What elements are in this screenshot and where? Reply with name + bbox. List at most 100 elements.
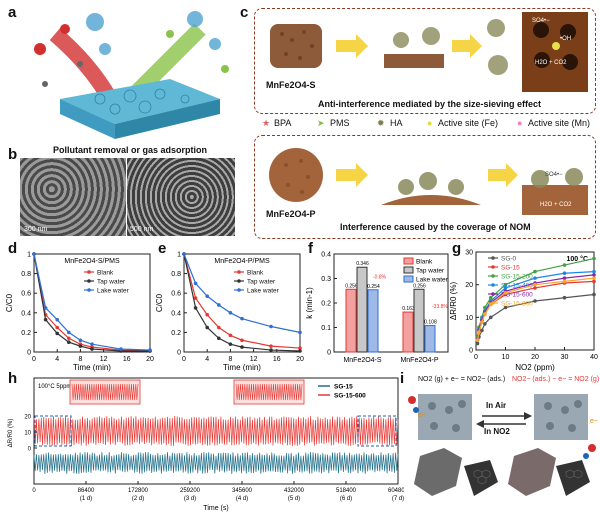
y-axis-label: C/C0: [155, 293, 164, 312]
legend-label: SG-15: [334, 384, 353, 391]
bar-value-label: 0.256: [345, 283, 358, 289]
x-tick-label: 259200: [180, 488, 201, 494]
x-tick-label: 0: [474, 354, 478, 361]
zoom-top-label-so4: SO4•−: [532, 18, 550, 24]
data-point: [533, 299, 537, 303]
legend-label: SG-15-800: [501, 301, 533, 308]
data-point: [563, 271, 567, 275]
legend-label: Lake water: [247, 288, 280, 295]
series-line-blank: [34, 254, 150, 351]
x-tick-label: 20: [296, 356, 304, 363]
y-tick-label: 1: [27, 252, 31, 259]
data-point: [533, 286, 537, 290]
x-axis-label: Time (min): [223, 363, 261, 372]
legend-label: SG-15-200: [501, 274, 533, 281]
y-axis-label: ΔR/R0 (%): [8, 419, 14, 448]
x-tick-day-label: (7 d): [392, 496, 404, 502]
data-point: [217, 303, 221, 307]
x-tick-label: 0: [32, 488, 36, 494]
data-point: [119, 347, 123, 351]
legend-marker: [237, 270, 241, 274]
series-line-lake-water: [184, 254, 300, 332]
x-axis-label: Time (s): [203, 505, 228, 512]
data-point: [67, 336, 71, 340]
chart-title: MnFe2O4-S/PMS: [64, 258, 120, 265]
panel-label-a: a: [8, 4, 16, 21]
bar-tap-water: [414, 289, 424, 352]
data-point: [592, 280, 596, 284]
bar-lake-water: [425, 326, 435, 352]
y-tick-label: 0.1: [321, 325, 331, 332]
y-tick-label: 0.4: [21, 310, 31, 317]
y-tick-label: 0.6: [171, 291, 181, 298]
zoom-bottom-label-h2o: H2O + CO2: [540, 202, 572, 208]
x-tick-label: 10: [502, 354, 510, 361]
data-point: [205, 313, 209, 317]
data-point: [504, 291, 508, 295]
bar-blank: [403, 312, 413, 352]
y-tick-label: 10: [24, 431, 31, 437]
data-point: [533, 283, 537, 287]
bar-lake-water: [368, 290, 378, 352]
legend-label: Blank: [416, 259, 433, 266]
x-tick-label: 30: [561, 354, 569, 361]
legend-label: Tap water: [416, 268, 445, 275]
legend-swatch: [404, 267, 413, 273]
legend-label: Tap water: [247, 279, 276, 286]
legend-marker: [491, 301, 495, 305]
series-line-blank: [184, 254, 300, 348]
data-point: [592, 276, 596, 280]
data-point: [229, 334, 233, 338]
panel-a-illustration: [20, 4, 235, 144]
zoom-top-label-oh: •OH: [560, 36, 571, 42]
eq-left: NO2 (g) + e− = NO2− (ads.): [418, 376, 505, 383]
y-axis-label: ΔR/R0 (%): [449, 282, 458, 321]
data-point: [90, 342, 94, 346]
chart-e: 0 4 8 12 16 2000.20.40.60.81Time (min)C/C0MnF…: [154, 244, 306, 372]
data-point: [90, 347, 94, 351]
plot-frame: [34, 254, 150, 352]
series-line-tap-water: [184, 254, 300, 351]
bar-value-label: 0.346: [356, 261, 369, 267]
scale-bar-left: 300 nm: [24, 226, 47, 233]
panel-c-top-material-label: MnFe2O4-S: [266, 80, 316, 90]
x-tick-label: 20: [146, 356, 154, 363]
y-tick-label: 0: [28, 447, 32, 453]
chart-g: 0 10 20 30 400102030NO2 (ppm)ΔR/R0 (%)100 °C…: [448, 244, 600, 372]
legend-label: Blank: [97, 270, 114, 277]
series-line-sg-15: [477, 281, 594, 340]
x-tick-day-label: (6 d): [340, 496, 352, 502]
electron-label-left: e−: [418, 412, 426, 419]
legend-marker: [237, 288, 241, 292]
legend-bpa: BPA: [274, 118, 291, 128]
legend-marker: [491, 292, 495, 296]
x-axis-label: NO2 (ppm): [515, 363, 555, 372]
condition-annotation: 100°C 5ppm: [38, 384, 71, 390]
data-point: [269, 325, 273, 329]
legend-marker: [87, 279, 91, 283]
legend-ha: HA: [390, 118, 403, 128]
data-point: [269, 348, 273, 352]
data-point: [67, 331, 71, 335]
legend-label: Lake water: [416, 277, 449, 284]
x-tick-label: 0: [182, 356, 186, 363]
panel-c-legend: ★ BPA ➤ PMS ✹ HA ● Active site (Fe) ● Ac…: [262, 118, 594, 130]
series-line-tap-water: [34, 254, 150, 351]
data-point: [563, 263, 567, 267]
data-point: [67, 340, 71, 344]
y-tick-label: 30: [465, 250, 473, 257]
data-point: [44, 306, 48, 310]
legend-marker: [491, 256, 495, 260]
data-point: [217, 326, 221, 330]
data-point: [229, 311, 233, 315]
y-tick-label: 0.2: [21, 330, 31, 337]
y-tick-label: 0.6: [21, 291, 31, 298]
zoom-bottom-label-so4: SO4•−: [545, 172, 563, 178]
data-point: [592, 293, 596, 297]
data-point: [476, 338, 480, 342]
panel-label-c: c: [240, 4, 248, 21]
series-trace-sg-15: [34, 452, 398, 474]
legend-label: SG-0: [501, 256, 517, 263]
change-annotation: -0.8%: [373, 275, 387, 281]
eq-right: NO2− (ads.) − e− = NO2 (g): [512, 376, 599, 383]
